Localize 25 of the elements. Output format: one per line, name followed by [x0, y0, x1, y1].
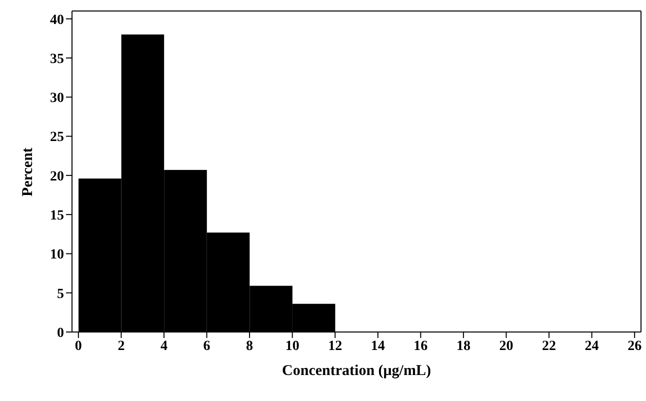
x-tick-label: 6: [203, 338, 210, 354]
y-tick-label: 35: [50, 52, 64, 67]
y-tick-label: 40: [50, 12, 64, 28]
x-tick-label: 8: [246, 338, 254, 354]
y-axis-title: Percent: [20, 147, 37, 196]
x-tick-label: 10: [285, 338, 300, 354]
y-tick-label: 20: [50, 169, 64, 184]
y-tick-label: 5: [57, 286, 64, 302]
y-tick-label: 25: [50, 130, 64, 146]
x-axis-title: Concentration (μg/mL): [282, 363, 431, 380]
y-tick-label: 10: [50, 248, 64, 263]
x-tick-label: 0: [74, 338, 82, 354]
x-tick-label: 14: [370, 338, 385, 354]
y-tick-label: 15: [50, 208, 64, 224]
x-tick-label: 20: [499, 338, 514, 354]
x-tick-label: 24: [584, 338, 599, 354]
y-tick-label: 30: [50, 91, 64, 106]
x-tick-label: 2: [118, 338, 125, 354]
x-tick-label: 4: [160, 338, 168, 354]
x-tick-label: 22: [542, 338, 556, 354]
y-tick-label: 0: [57, 326, 64, 341]
x-tick-label: 16: [414, 338, 428, 354]
x-tick-label: 12: [328, 338, 342, 354]
x-tick-label: 18: [456, 338, 470, 354]
x-tick-label: 26: [628, 338, 642, 354]
